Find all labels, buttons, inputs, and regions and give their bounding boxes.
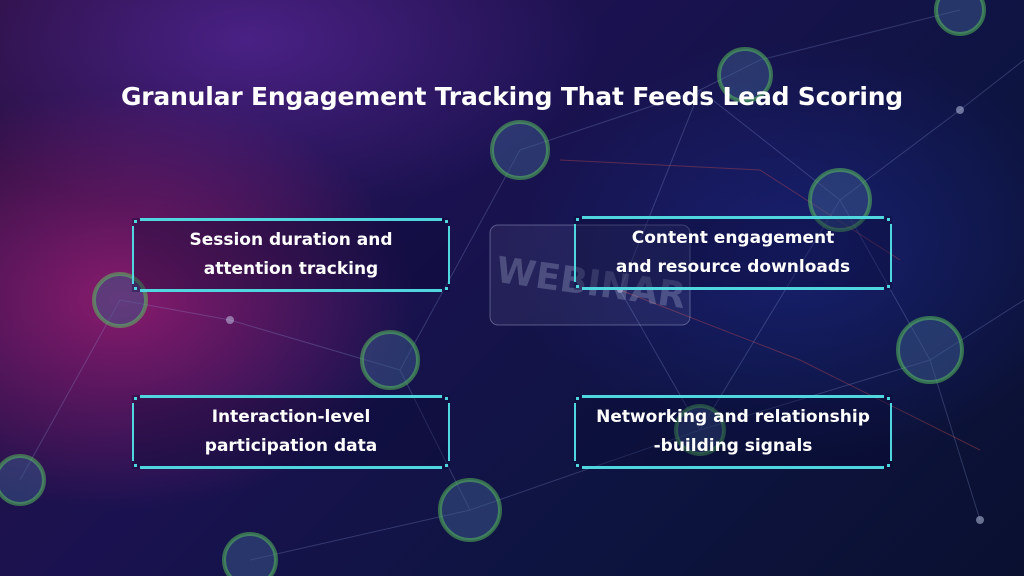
card-session-duration: Session duration and attention tracking — [132, 218, 450, 292]
card-text: Session duration and attention tracking — [189, 230, 393, 279]
card-text: Networking and relationship -building sig… — [596, 407, 870, 456]
card-text: Content engagement and resource downloads — [615, 228, 851, 277]
card-networking: Networking and relationship -building sig… — [574, 395, 892, 469]
page-title: Granular Engagement Tracking That Feeds … — [120, 82, 904, 111]
card-text: Interaction-level participation data — [204, 407, 378, 456]
card-content-engagement: Content engagement and resource downloads — [574, 216, 892, 290]
card-interaction-level: Interaction-level participation data — [132, 395, 450, 469]
